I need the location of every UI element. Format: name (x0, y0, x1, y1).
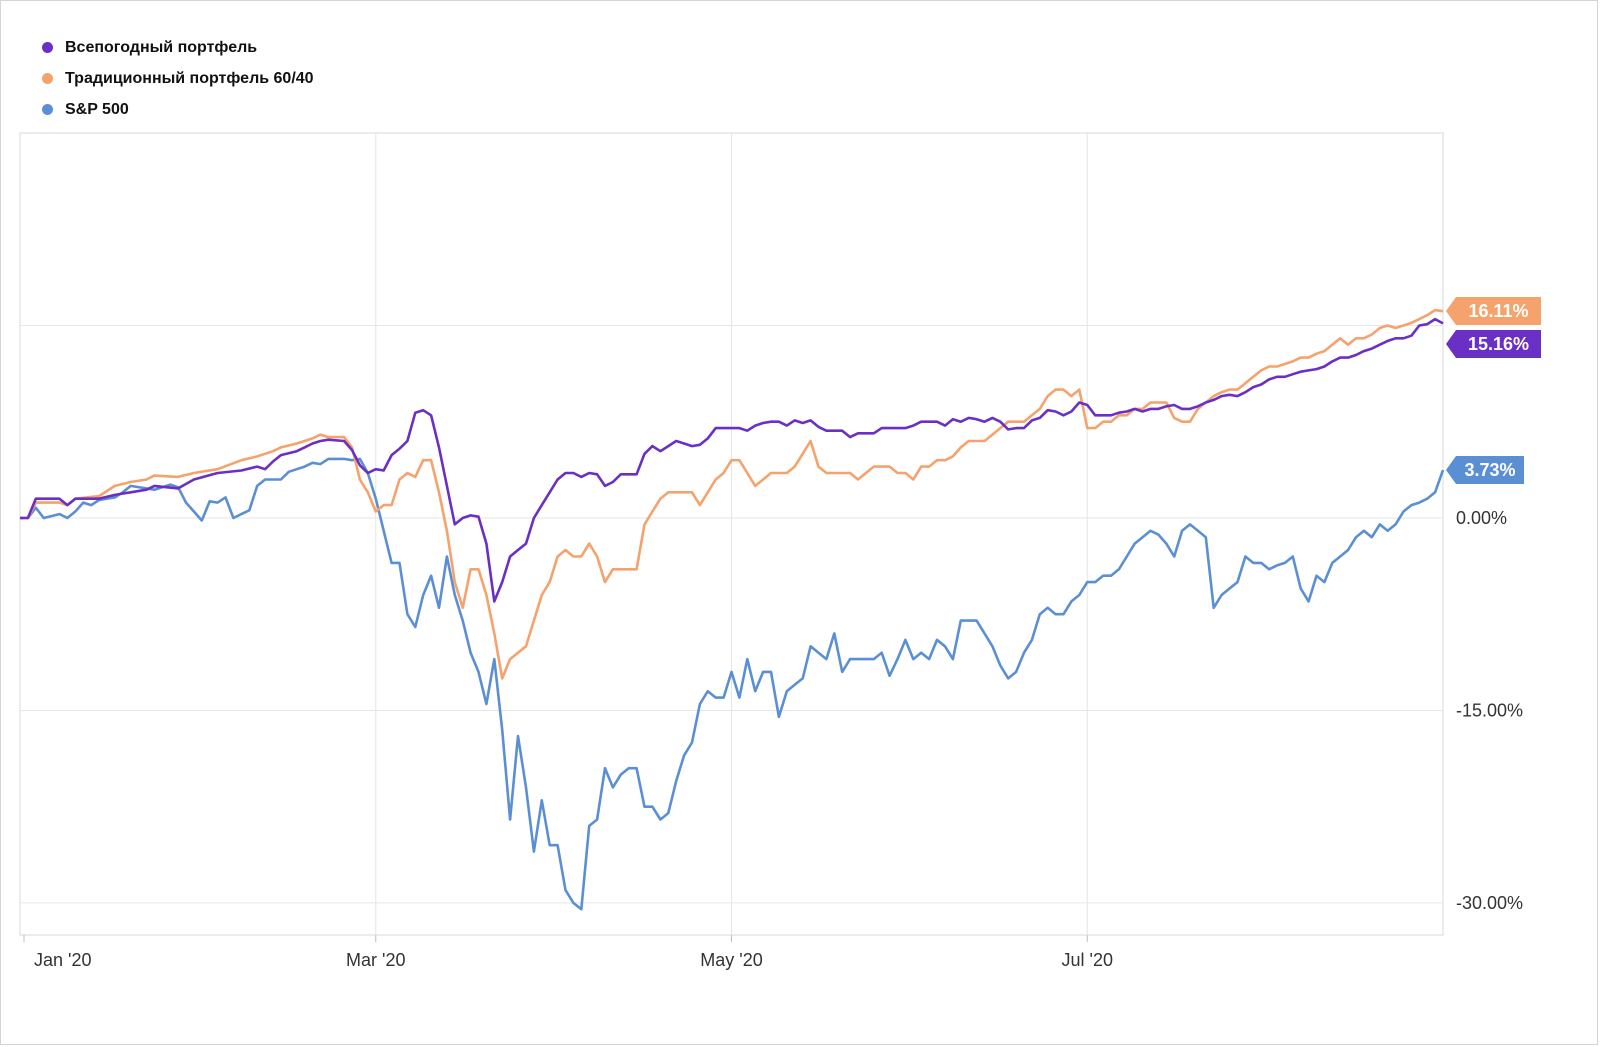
legend-label: S&P 500 (65, 100, 129, 118)
x-tick-label: Jan '20 (34, 950, 91, 970)
x-tick-label: Jul '20 (1062, 950, 1113, 970)
legend-item-sp500[interactable]: S&P 500 (42, 94, 314, 125)
legend-label: Всепогодный портфель (65, 38, 258, 56)
legend-item-all-weather[interactable]: Всепогодный портфель (42, 32, 314, 63)
legend-dot-icon (42, 73, 53, 84)
y-tick-label: -15.00% (1456, 700, 1523, 720)
legend-dot-icon (42, 42, 53, 53)
end-value-label: 15.16% (1468, 334, 1529, 354)
series-line-all-weather[interactable] (20, 317, 1444, 603)
y-tick-label: 0.00% (1456, 508, 1507, 528)
y-tick-label: -30.00% (1456, 893, 1523, 913)
series-line-sp500[interactable] (20, 457, 1445, 911)
end-value-tag-all-weather: 15.16% (1446, 330, 1541, 358)
series-line-traditional-60-40[interactable] (20, 308, 1444, 680)
end-value-label: 16.11% (1468, 301, 1528, 321)
legend-dot-icon (42, 104, 53, 115)
legend-label: Традиционный портфель 60/40 (65, 69, 314, 87)
x-tick-label: Mar '20 (346, 950, 405, 970)
end-value-tag-sp500: 3.73% (1446, 456, 1524, 484)
end-value-label: 3.73% (1464, 460, 1515, 480)
legend-item-traditional[interactable]: Традиционный портфель 60/40 (42, 63, 314, 94)
chart-legend: Всепогодный портфель Традиционный портфе… (42, 32, 314, 125)
end-value-tag-traditional-60-40: 16.11% (1446, 297, 1541, 325)
x-tick-label: May '20 (700, 950, 762, 970)
